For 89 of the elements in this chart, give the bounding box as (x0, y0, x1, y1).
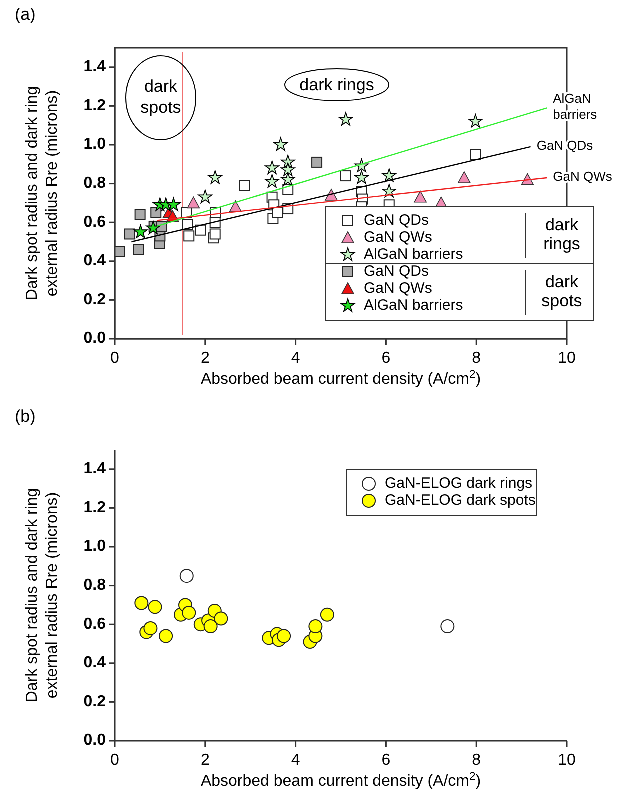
legend-label: AlGaN barriers (364, 246, 464, 263)
point (382, 184, 396, 198)
legend-label: GaN QWs (364, 280, 432, 297)
point (468, 114, 483, 128)
x-tick-label: 10 (558, 752, 576, 770)
point (210, 228, 221, 240)
point (134, 209, 146, 220)
y-tick-label: 0.6 (84, 616, 106, 633)
point (134, 224, 148, 238)
point (198, 190, 213, 204)
y-tick-label: 1.4 (84, 58, 106, 76)
point (308, 620, 323, 634)
point (414, 190, 427, 203)
chart-title: (a) (15, 5, 36, 24)
point (320, 608, 334, 622)
point (184, 230, 195, 242)
legend-label: GaN-ELOG dark spots (385, 492, 536, 509)
x-tick-label: 2 (200, 350, 210, 368)
legend-label: AlGaN barriers (364, 296, 464, 314)
point (144, 621, 158, 636)
point (338, 112, 354, 126)
legend-label: GaN-ELOG dark rings (385, 474, 533, 492)
point (265, 174, 280, 188)
x-tick-label: 4 (291, 752, 300, 770)
annotation: dark rings (544, 216, 580, 254)
point (180, 569, 194, 584)
y-tick-label: 1.2 (84, 97, 106, 114)
y-tick-label: 0.0 (84, 732, 106, 750)
x-tick-label: 0 (110, 752, 120, 770)
point (187, 196, 200, 209)
x-tick-label: 8 (472, 350, 482, 368)
y-tick-label: 0.6 (84, 214, 106, 231)
point (195, 224, 206, 236)
point (277, 629, 292, 644)
point (148, 600, 162, 614)
x-tick-label: 2 (200, 752, 210, 770)
point (312, 156, 323, 168)
point (272, 207, 284, 218)
y-axis-title: Dark spot radius and dark ring external radius Rre (microns) (24, 86, 61, 301)
point (281, 172, 296, 186)
legend-label: GaN QDs (364, 262, 430, 280)
series-label: GaN QDs (536, 138, 594, 154)
point (134, 596, 149, 610)
y-tick-label: 1.0 (84, 538, 106, 556)
point (214, 612, 228, 626)
point (150, 207, 162, 218)
chart-title: (b) (15, 407, 36, 426)
annotation: dark rings (300, 75, 374, 94)
x-axis-title: Absorbed beam current density (A/cm$^{2}$) (200, 771, 482, 790)
point (274, 138, 288, 152)
y-tick-label: 1.4 (84, 460, 106, 478)
point (458, 172, 471, 184)
point (440, 620, 455, 634)
y-tick-label: 1.0 (84, 136, 106, 154)
x-tick-label: 8 (472, 752, 482, 770)
point (124, 228, 136, 240)
point (159, 629, 174, 644)
point (340, 170, 352, 182)
point (133, 244, 144, 256)
x-tick-label: 4 (291, 350, 300, 368)
annotation: dark spots (140, 77, 182, 118)
point (182, 606, 196, 620)
x-tick-label: 0 (110, 350, 120, 368)
legend-label: GaN QWs (364, 228, 432, 246)
point (281, 162, 296, 176)
y-tick-label: 0.8 (84, 577, 106, 594)
point (208, 170, 222, 184)
point (146, 220, 161, 235)
point (239, 180, 250, 192)
y-tick-label: 0.8 (84, 175, 106, 192)
point (166, 198, 181, 212)
x-axis-title: Absorbed beam current density (A/cm$^{2}$) (200, 369, 482, 388)
y-tick-label: 0.4 (84, 252, 106, 270)
x-tick-label: 6 (382, 752, 391, 770)
x-tick-label: 6 (382, 350, 391, 368)
y-axis-title: Dark spot radius and dark ring external radius Rre (microns) (24, 488, 61, 703)
x-tick-label: 10 (558, 350, 576, 368)
point (204, 620, 218, 634)
y-tick-label: 0.2 (84, 693, 106, 710)
point (354, 170, 369, 184)
y-tick-label: 0.2 (84, 291, 106, 308)
point (265, 160, 280, 174)
legend-label: GaN QDs (364, 212, 430, 229)
annotation: dark spots (542, 272, 582, 311)
point (382, 168, 396, 182)
y-tick-label: 0.0 (84, 330, 106, 348)
y-tick-label: 1.2 (84, 499, 106, 516)
point (470, 149, 482, 160)
y-tick-label: 0.4 (84, 654, 106, 672)
